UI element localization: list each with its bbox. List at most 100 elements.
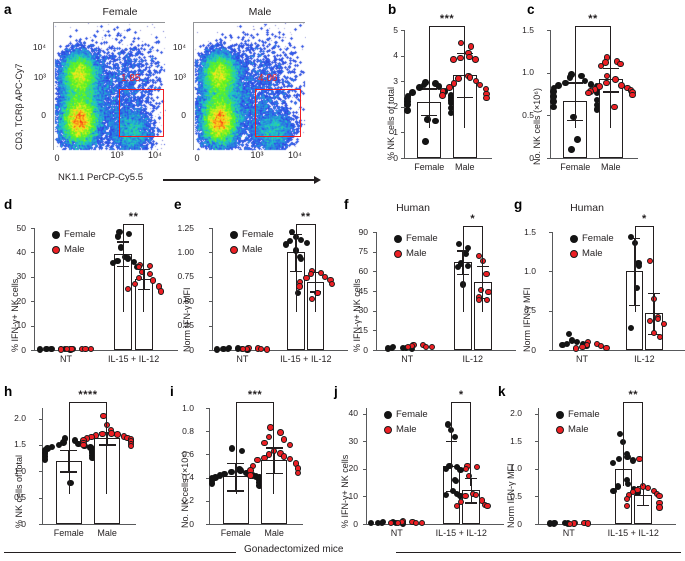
panel-b-significance-bracket [429,26,465,128]
panel-h-yaxis [42,408,44,524]
panel-j-datapoint-female [451,433,459,441]
panel-e-datapoint-female [283,241,290,248]
panel-j-yaxis [366,408,368,524]
panel-j-ytick-3: 30 [348,435,358,446]
panel-g-xtick-1: IL-12 [634,354,655,364]
panel-k-ytick-1: 0.5 [510,490,522,501]
fcs-gate-female[interactable] [119,89,164,137]
panel-b-ytickmark-0 [401,158,404,159]
panel-j-ytickmark-4 [363,413,366,415]
fcs-plot-male[interactable] [193,22,306,151]
panel-h-significance-label: **** [78,389,98,401]
panel-c-datapoint-male [617,60,624,68]
panel-h-datapoint-male [103,421,111,429]
panel-h-ytick-0: 0 [21,518,26,529]
panel-e-datapoint-male [328,280,335,287]
panel-j-ytick-2: 20 [348,463,358,474]
panel-d-datapoint-female [43,346,50,353]
panel-g-errorcap-top-3 [648,292,660,295]
panel-i-datapoint-male [254,456,261,464]
panel-h-errorbar-1 [106,431,108,445]
panel-g-ylabel: Norm IFN-γ MFI [522,287,532,353]
panel-c-datapoint-male [585,89,593,97]
legend-marker-female-j [384,411,392,419]
panel-g-datapoint-female [627,233,635,240]
panel-h-errorcap-bot-1 [98,444,116,446]
legend-label-male-g: Male [582,248,603,259]
panel-c-datapoint-female [562,79,569,87]
panel-b-ytick-4: 4 [393,50,398,61]
panel-c-datapoint-male [597,62,605,70]
panel-d-datapoint-male [146,271,153,278]
panel-e-ytickmark-0 [209,350,212,351]
panel-d-ytick-2: 20 [16,295,26,306]
panel-j-datapoint-male [463,465,470,472]
panel-d-datapoint-male [82,346,89,353]
panel-f-xtick-1: IL-12 [462,354,483,364]
panel-a-m-xtick-1: 10³ [250,150,264,160]
panel-g-ytick-0: 0 [531,344,536,355]
panel-b-datapoint-female [403,107,411,114]
panel-i-datapoint-female [208,480,216,487]
panel-k-ytick-4: 2.0 [510,408,522,419]
panel-f-ytick-2: 30 [358,305,368,316]
panel-j-significance-label: * [458,389,464,401]
panel-i-ytick-2: 0.4 [182,472,194,483]
legend-label-male-k: Male [568,424,589,435]
panel-f-ytickmark-1 [373,330,376,332]
panel-f-xaxis [376,350,516,352]
panel-i-ytick-1: 0.2 [182,495,194,506]
panel-f-xtick-0: NT [401,354,414,364]
panel-j-datapoint-male [387,520,395,527]
panel-k-ytickmark-3 [535,441,538,443]
legend-marker-female-k [556,411,564,419]
panel-e-xaxis [212,350,348,352]
panel-e-ytickmark-5 [209,228,212,229]
panel-k-errorcap-bot-3 [637,504,650,506]
panel-k-datapoint-male [623,502,630,509]
panel-j-xaxis [366,524,504,526]
panel-i-datapoint-female [228,445,236,452]
panel-j-xtick-1: IL-15 + IL-12 [435,528,487,538]
panel-b-datapoint-male [476,81,484,89]
panel-i-ytickmark-0 [206,524,209,525]
panel-g-yaxis [552,232,554,350]
panel-b-ytick-3: 3 [393,75,398,86]
panel-h-ytickmark-4 [39,418,42,420]
panel-g-datapoint-female [574,339,581,346]
panel-k-xaxis [538,524,676,526]
panel-g-datapoint-female [633,284,640,291]
panel-k-ytickmark-1 [535,496,538,498]
legend-label-female-d: Female [64,229,96,240]
panel-c-xtick-0: Female [560,162,591,172]
panel-f-datapoint-female [463,251,470,258]
panel-f-ytickmark-0 [373,350,376,351]
panel-h-ytickmark-0 [39,524,42,525]
fcs-gate-male[interactable] [255,89,301,137]
panel-i-yaxis [209,408,211,524]
panel-c-ytick-0: 0 [529,152,534,163]
panel-b-datapoint-female [432,117,439,125]
panel-g-title: Human [570,202,604,214]
panel-h-ylabel: % NK cells of total [14,454,24,528]
panel-e-datapoint-female [213,346,221,353]
panel-b-datapoint-female [403,100,411,108]
panel-h-datapoint-female [55,441,63,449]
panel-letter-b: b [388,2,397,17]
panel-g-xaxis [552,350,685,352]
panel-e-datapoint-female [303,239,310,246]
panel-j-ytick-4: 40 [348,408,358,419]
panel-b-errorcap-top-1 [456,53,473,55]
footer-rule-left [4,552,236,553]
panel-f-yaxis [376,232,378,350]
panel-d-datapoint-male [146,262,153,269]
panel-g-ytick-3: 1.5 [524,226,536,237]
fcs-plot-female[interactable] [53,22,166,151]
panel-d-yaxis [34,228,36,350]
legend-marker-female-e [230,231,238,239]
panel-e-datapoint-male [307,270,314,277]
footer-rule-right [396,552,681,553]
panel-f-ytickmark-6 [373,232,376,233]
panel-g-ytickmark-0 [549,350,552,351]
panel-k-ytickmark-2 [535,468,538,470]
